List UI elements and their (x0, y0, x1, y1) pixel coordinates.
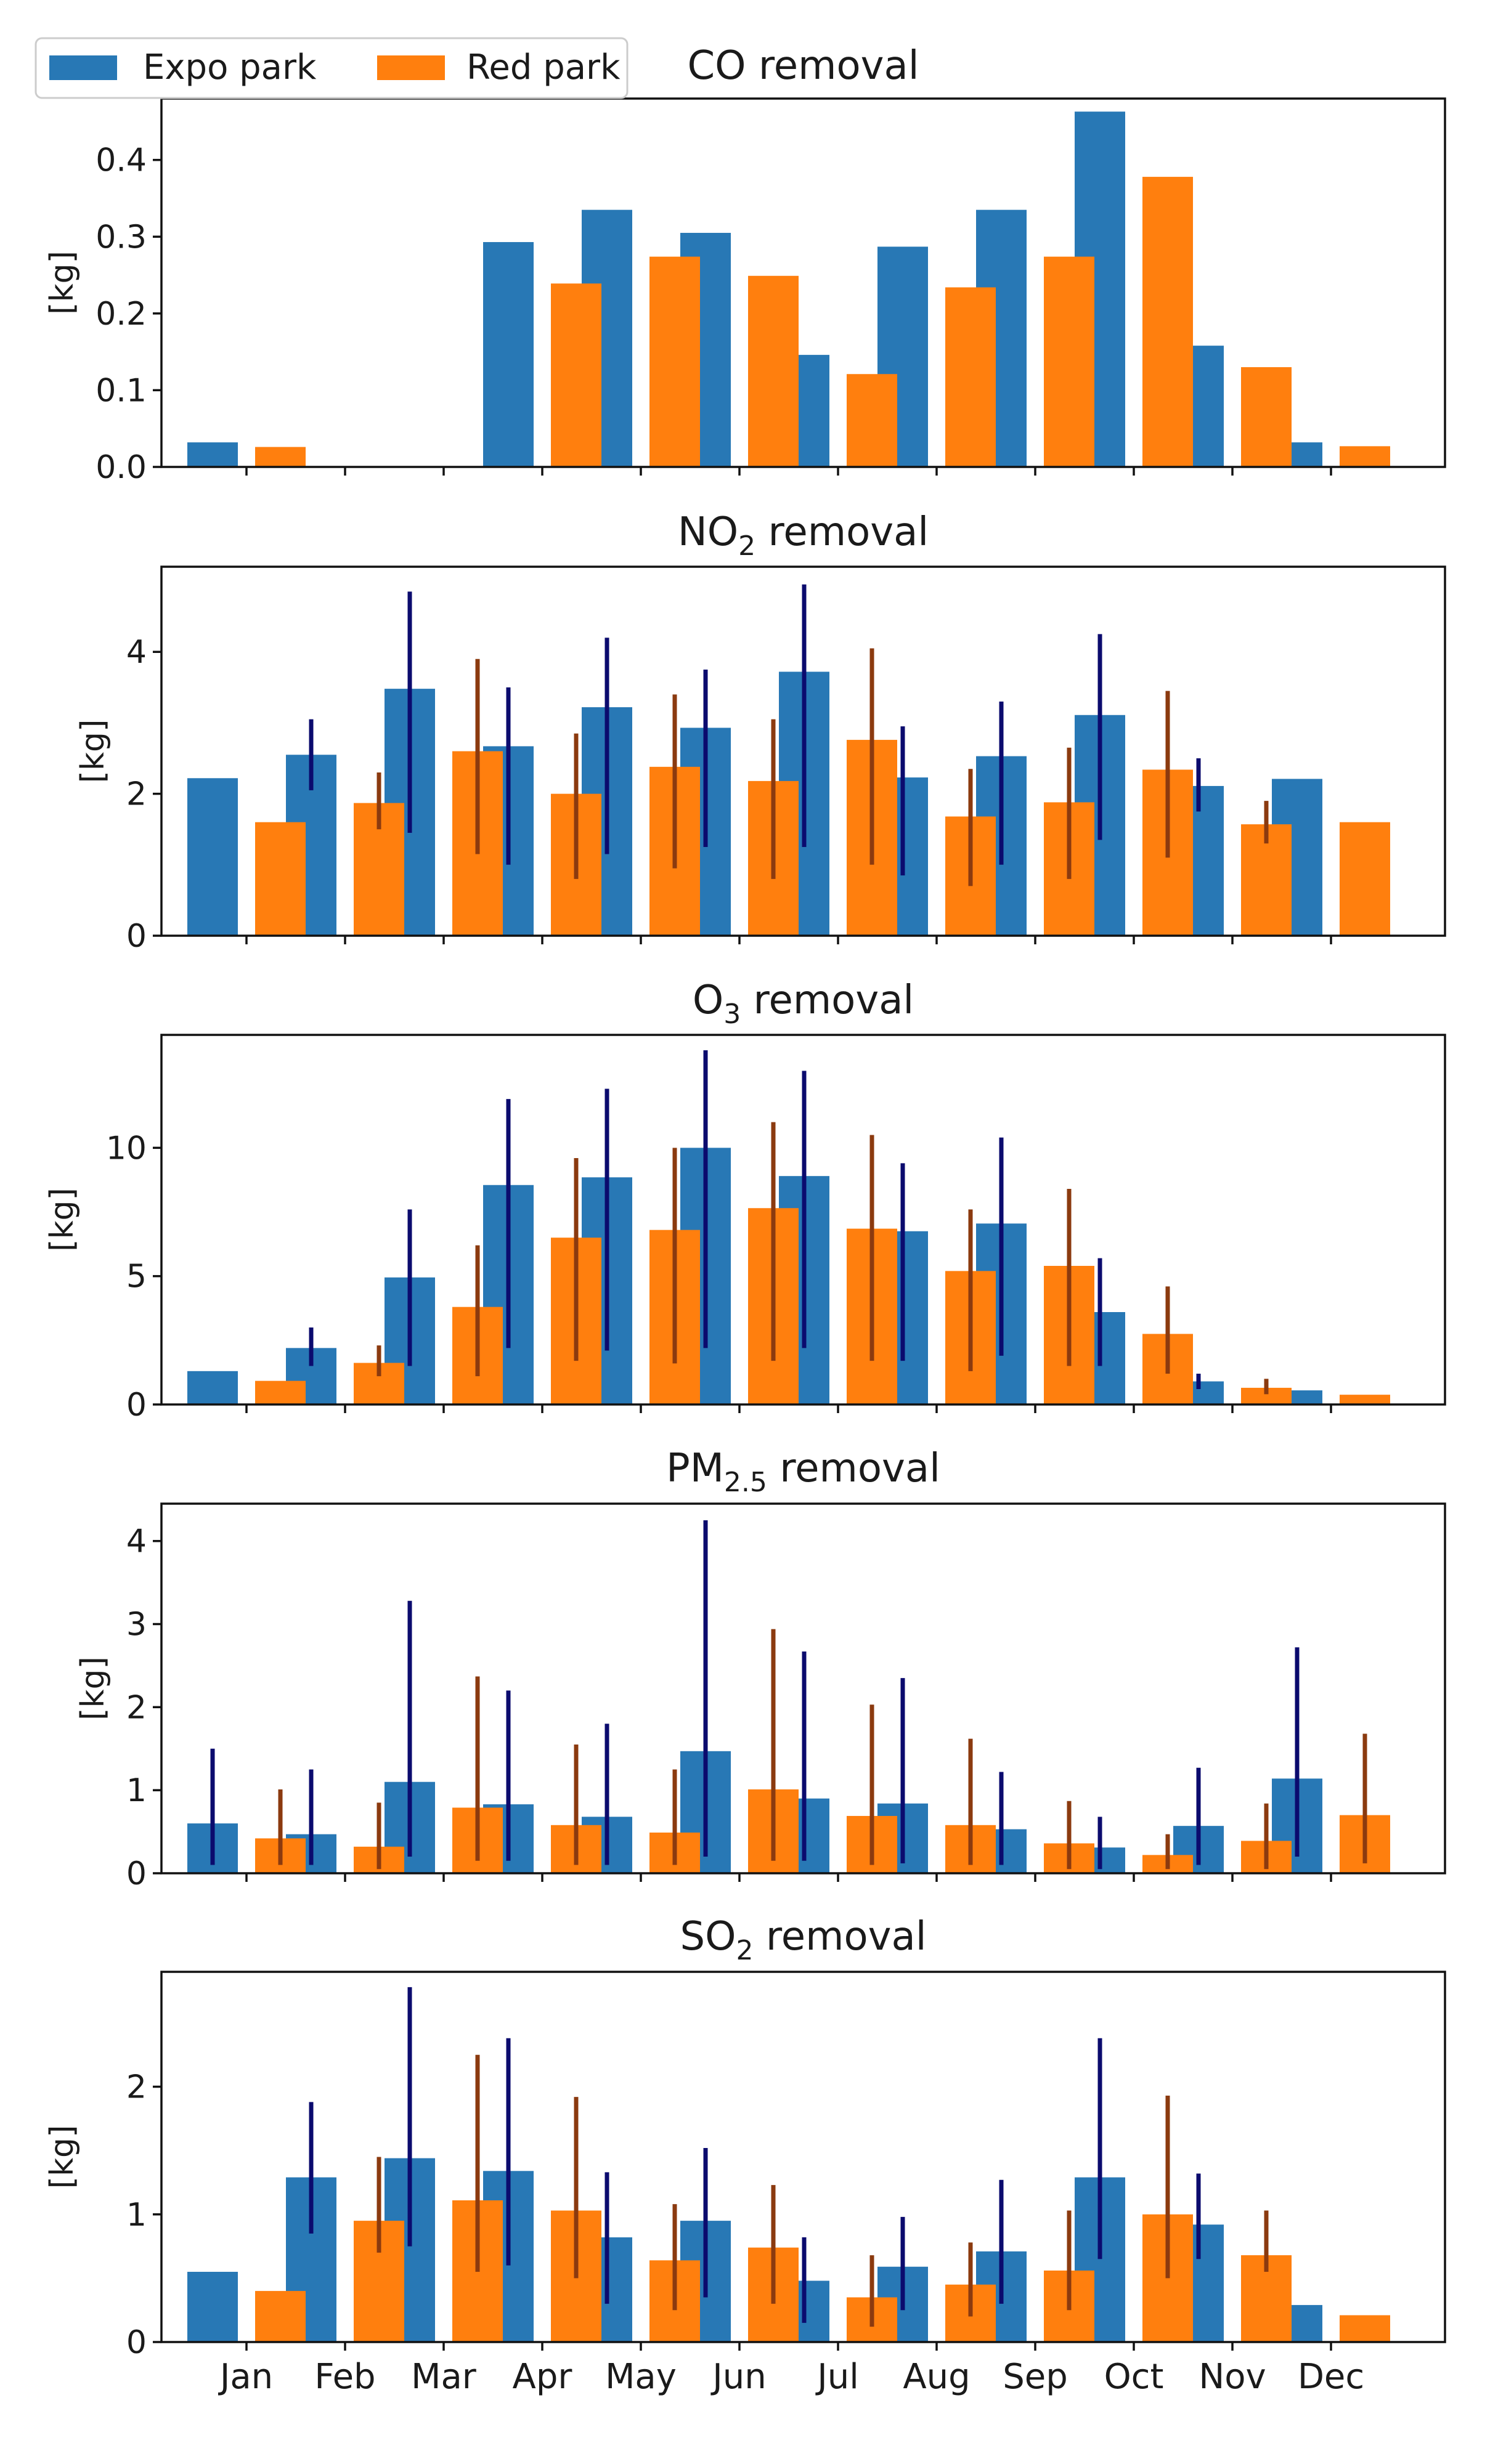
title-subscript: 2.5 (724, 1467, 767, 1498)
title-suffix: removal (767, 1446, 940, 1491)
ytick-label: 4 (126, 634, 147, 671)
y-axis-label: [kg] (75, 719, 112, 784)
month-label-jun: Jun (710, 2357, 767, 2397)
panel-4: 0 1 2 3 4 [kg] PM2.5 removal (75, 1446, 1446, 1892)
month-axis: Jan Feb Mar Apr May Jun Jul Aug Sep Oct Nov Dec (218, 2357, 1364, 2397)
month-label-apr: Apr (513, 2357, 573, 2397)
bar-red-nov (1241, 367, 1292, 467)
chart-panels: 0.0 0.1 0.2 0.3 0.4 [kg] CO removal 0 2 4 [kg] NO2 … (44, 43, 1446, 2361)
bar-red-jan (255, 447, 306, 467)
bar-red-sep (1044, 256, 1094, 467)
bar-red-apr (551, 283, 601, 467)
month-label-aug: Aug (903, 2357, 970, 2397)
panel-5: 012[kg]SO2 removal (44, 1914, 1446, 2361)
y-axis-label: [kg] (44, 251, 81, 315)
title-subscript: 2 (736, 1935, 754, 1966)
legend-swatch-expo (49, 55, 117, 80)
bar-red-jan (255, 1380, 306, 1404)
bar-expo-apr (483, 241, 534, 467)
month-label-oct: Oct (1104, 2357, 1164, 2397)
bar-red-jul (847, 374, 897, 467)
bar-expo-jan (187, 2272, 238, 2342)
panel-title: PM2.5 removal (666, 1446, 940, 1498)
axes-frame (160, 565, 1446, 937)
ytick-label: 0 (126, 1855, 147, 1892)
month-label-jan: Jan (218, 2357, 273, 2397)
bar-red-aug (945, 287, 996, 467)
title-suffix: removal (741, 978, 914, 1023)
ytick-label: 1 (126, 2197, 147, 2234)
bar-expo-jan (187, 442, 238, 467)
panel-title: SO2 removal (680, 1914, 927, 1966)
bar-red-jan (255, 2291, 306, 2342)
ytick-label: 2 (126, 776, 147, 813)
bar-red-may (649, 256, 700, 467)
ytick-label: 4 (126, 1523, 147, 1560)
y-axis-label: [kg] (75, 1656, 112, 1720)
legend-label-expo: Expo park (143, 47, 317, 87)
bar-red-oct (1142, 177, 1193, 467)
panel-title: CO removal (687, 43, 919, 89)
title-main: CO removal (687, 43, 919, 89)
month-label-jul: Jul (815, 2357, 859, 2397)
bar-red-jan (255, 822, 306, 936)
axes-frame (160, 1034, 1446, 1406)
title-suffix: removal (755, 509, 929, 555)
month-label-mar: Mar (411, 2357, 477, 2397)
panel-2: 024[kg]NO2 removal (75, 509, 1446, 955)
title-main: PM (666, 1446, 724, 1491)
bar-red-dec (1340, 2315, 1390, 2342)
title-subscript: 3 (723, 999, 741, 1030)
ytick-label: 10 (106, 1130, 147, 1167)
ytick-label: 0 (126, 2324, 147, 2361)
month-label-may: May (605, 2357, 677, 2397)
ytick-label: 0.4 (96, 142, 147, 179)
month-label-feb: Feb (314, 2357, 375, 2397)
ytick-label: 2 (126, 2069, 147, 2106)
title-subscript: 2 (738, 530, 755, 562)
bar-red-dec (1340, 1395, 1390, 1404)
ytick-label: 5 (126, 1258, 147, 1295)
bar-expo-jan (187, 1371, 238, 1404)
panel-title: NO2 removal (678, 509, 929, 562)
bar-red-dec (1340, 822, 1390, 936)
axes-frame (160, 1971, 1446, 2343)
legend-label-red: Red park (466, 47, 621, 87)
ytick-label: 0.3 (96, 219, 147, 256)
ytick-label: 3 (126, 1607, 147, 1643)
ytick-label: 0 (126, 1387, 147, 1424)
bar-red-jun (748, 275, 799, 467)
panel-1: 0.0 0.1 0.2 0.3 0.4 [kg] CO removal (44, 43, 1446, 486)
ytick-label: 0.2 (96, 296, 147, 333)
month-label-dec: Dec (1298, 2357, 1364, 2397)
legend-frame (35, 37, 629, 99)
ytick-label: 0.1 (96, 372, 147, 409)
legend: Expo park Red park (35, 37, 629, 99)
ytick-label: 1 (126, 1772, 147, 1809)
panel-title: O3 removal (693, 978, 914, 1030)
bar-red-dec (1340, 446, 1390, 467)
legend-swatch-red (377, 55, 445, 80)
bar-expo-jan (187, 778, 238, 936)
ytick-label: 0 (126, 918, 147, 955)
month-label-nov: Nov (1199, 2357, 1266, 2397)
ytick-label: 2 (126, 1689, 147, 1726)
title-main: NO (678, 509, 738, 555)
axes-frame (160, 1502, 1446, 1874)
y-axis-label: [kg] (44, 1188, 81, 1252)
title-main: O (693, 978, 723, 1023)
axes-frame (160, 97, 1446, 468)
title-suffix: removal (754, 1914, 927, 1959)
month-label-sep: Sep (1003, 2357, 1068, 2397)
ytick-label: 0.0 (96, 449, 147, 486)
y-axis-label: [kg] (44, 2125, 81, 2189)
panel-3: 0 5 10 [kg] O3 removal (44, 978, 1446, 1424)
title-main: SO (680, 1914, 736, 1959)
